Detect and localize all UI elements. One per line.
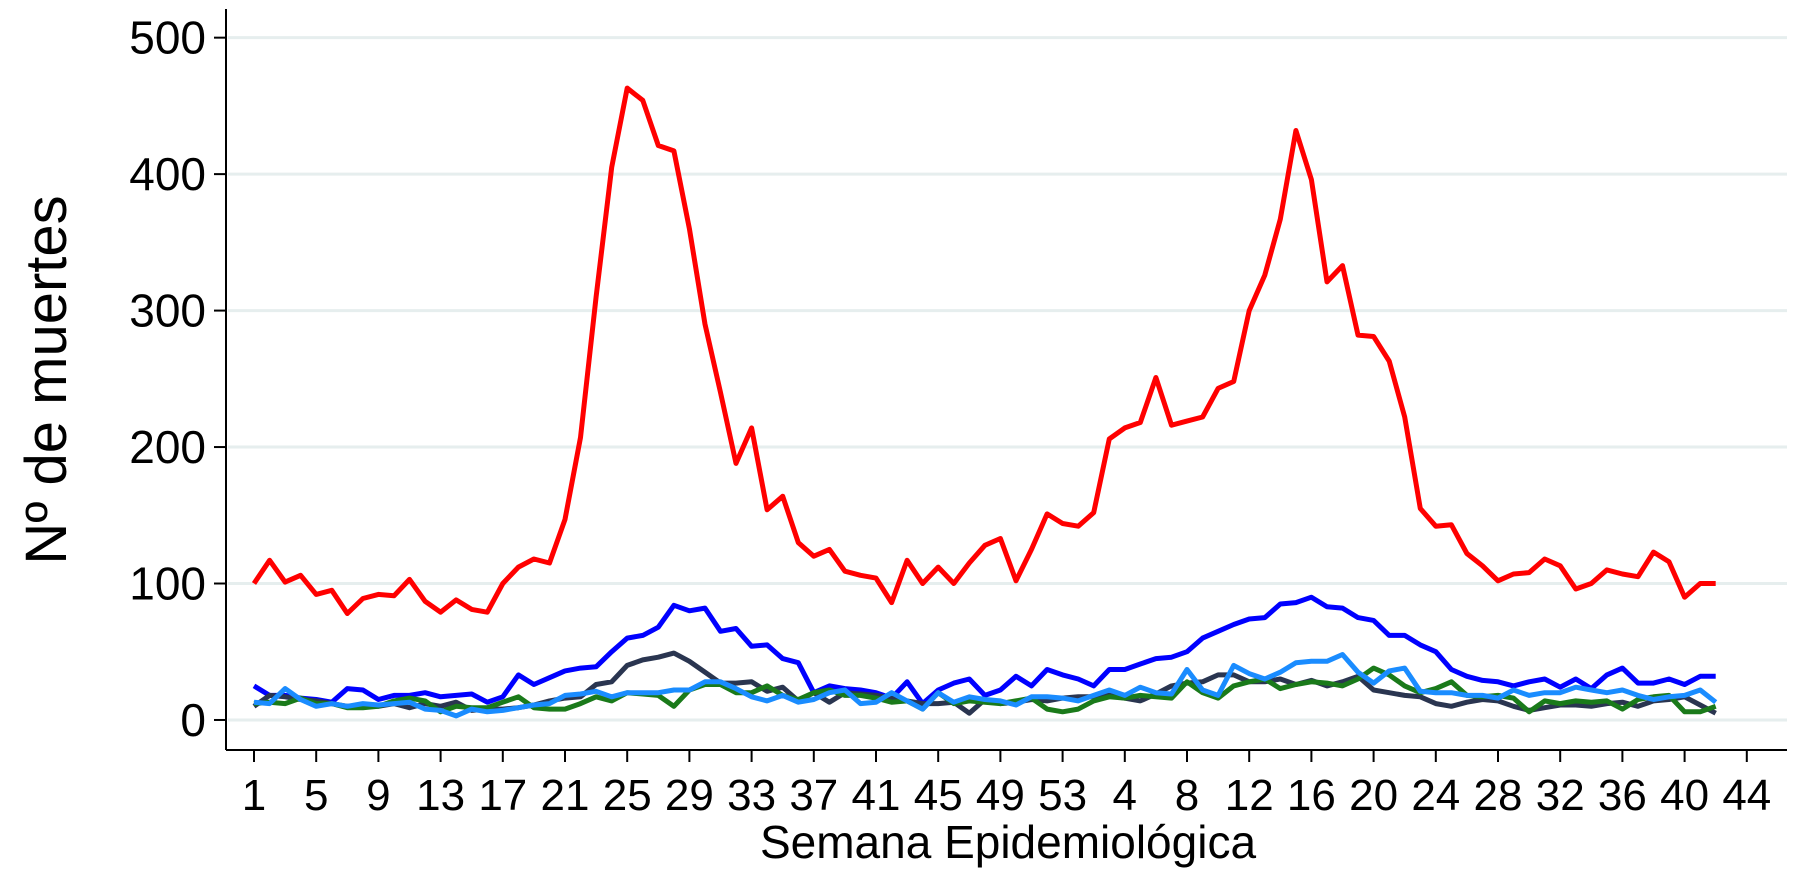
y-tick-label: 100 [129, 558, 206, 610]
x-tick-label: 1 [242, 771, 266, 820]
x-tick-label: 44 [1722, 771, 1771, 820]
line-series [253, 665, 1717, 715]
y-tick-label: 400 [129, 148, 206, 200]
x-tick-label: 16 [1287, 771, 1336, 820]
y-tick-label: 500 [129, 12, 206, 64]
x-tick-label: 41 [852, 771, 901, 820]
line-series [252, 594, 1716, 707]
x-tick-label: 45 [914, 771, 963, 820]
x-tick-label: 28 [1474, 771, 1523, 820]
x-tick-label: 20 [1349, 771, 1398, 820]
x-tick-label: 49 [976, 771, 1025, 820]
line-series [253, 652, 1718, 719]
y-tick-label: 0 [180, 694, 206, 746]
x-tick-label: 12 [1225, 771, 1274, 820]
x-tick-label: 9 [366, 771, 390, 820]
line-series [251, 85, 1716, 616]
x-tick-label: 13 [416, 771, 465, 820]
x-tick-label: 32 [1536, 771, 1585, 820]
x-tick-label: 29 [665, 771, 714, 820]
x-tick-label: 53 [1038, 771, 1087, 820]
x-tick-label: 25 [603, 771, 652, 820]
x-tick-label: 40 [1660, 771, 1709, 820]
x-tick-label: 4 [1113, 771, 1137, 820]
x-tick-label: 17 [478, 771, 527, 820]
x-tick-label: 37 [789, 771, 838, 820]
x-tick-label: 21 [541, 771, 590, 820]
x-tick-label: 5 [304, 771, 328, 820]
y-tick-label: 200 [129, 421, 206, 473]
x-tick-label: 36 [1598, 771, 1647, 820]
y-tick-label: 300 [129, 285, 206, 337]
x-tick-label: 24 [1411, 771, 1460, 820]
x-tick-label: 33 [727, 771, 776, 820]
x-tick-label: 8 [1175, 771, 1199, 820]
y-axis-title: Nº de muertes [14, 195, 79, 564]
x-axis-title: Semana Epidemiológica [760, 816, 1256, 868]
